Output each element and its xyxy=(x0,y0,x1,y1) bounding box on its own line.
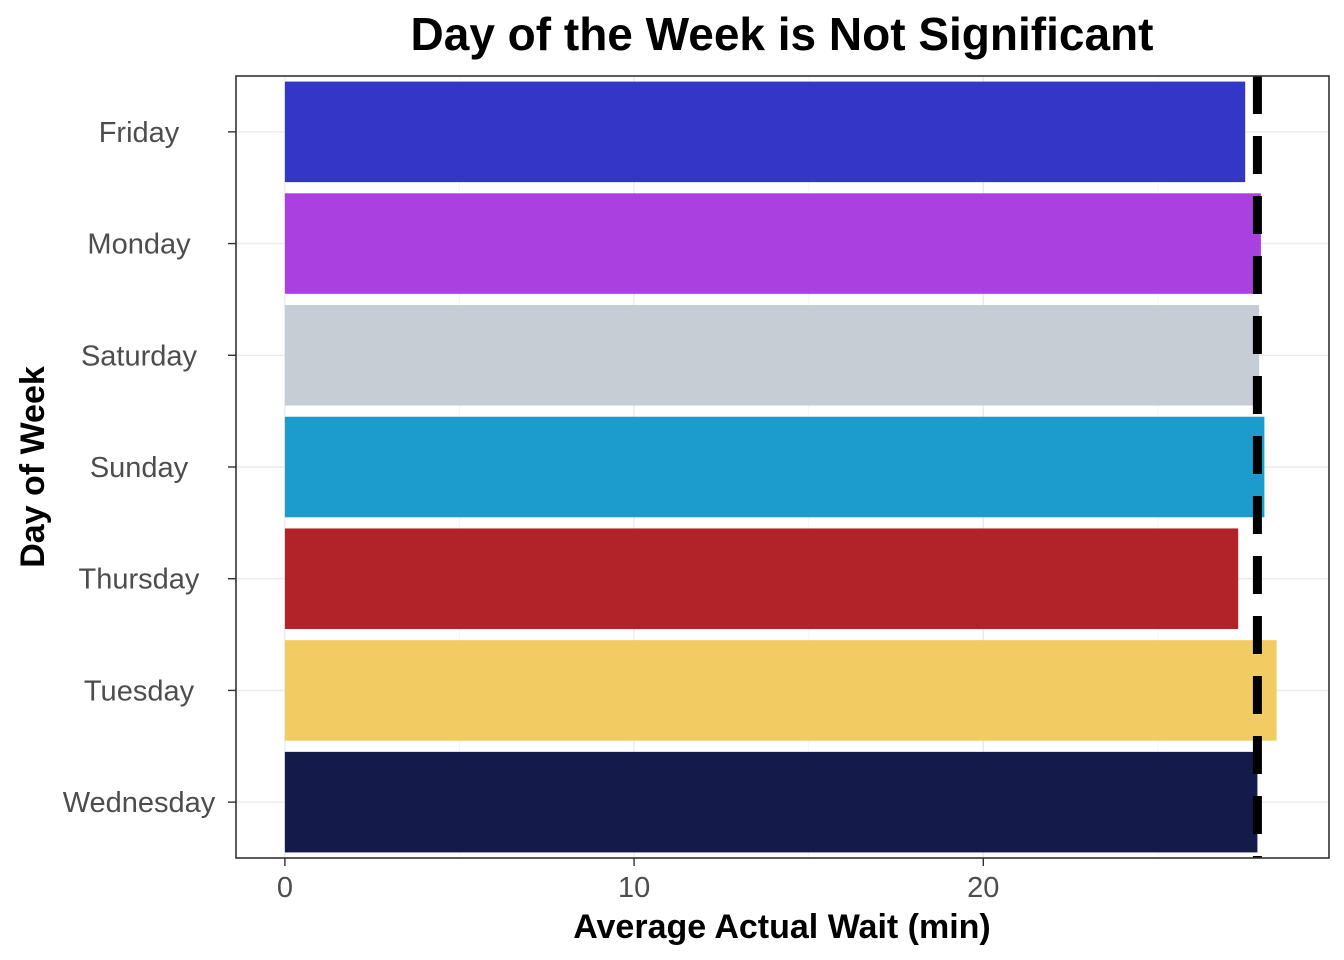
x-axis-title: Average Actual Wait (min) xyxy=(573,908,991,946)
y-tick-label-sunday: Sunday xyxy=(90,452,189,484)
y-tick-label-thursday: Thursday xyxy=(79,564,200,596)
bar-saturday xyxy=(284,305,1260,406)
x-tick-label-0: 0 xyxy=(277,872,293,904)
y-tick-label-friday: Friday xyxy=(99,117,180,149)
y-tick-label-saturday: Saturday xyxy=(81,340,198,372)
x-tick-label-2: 20 xyxy=(967,872,999,904)
chart-title: Day of the Week is Not Significant xyxy=(411,8,1154,60)
y-axis: Friday Monday Saturday Sunday Thursday Tuesda… xyxy=(63,117,236,819)
bars xyxy=(284,81,1277,853)
bar-wednesday xyxy=(284,751,1258,853)
y-tick-label-monday: Monday xyxy=(87,229,191,261)
x-axis: 0 10 20 xyxy=(277,858,999,904)
bar-monday xyxy=(284,193,1261,294)
bar-tuesday xyxy=(284,640,1277,741)
x-tick-label-1: 10 xyxy=(618,872,650,904)
y-axis-title: Day of Week xyxy=(14,366,52,568)
bar-thursday xyxy=(284,528,1239,629)
y-tick-label-wednesday: Wednesday xyxy=(63,787,216,819)
bar-sunday xyxy=(284,416,1265,518)
bar-friday xyxy=(284,81,1246,183)
y-tick-label-tuesday: Tuesday xyxy=(84,675,195,707)
